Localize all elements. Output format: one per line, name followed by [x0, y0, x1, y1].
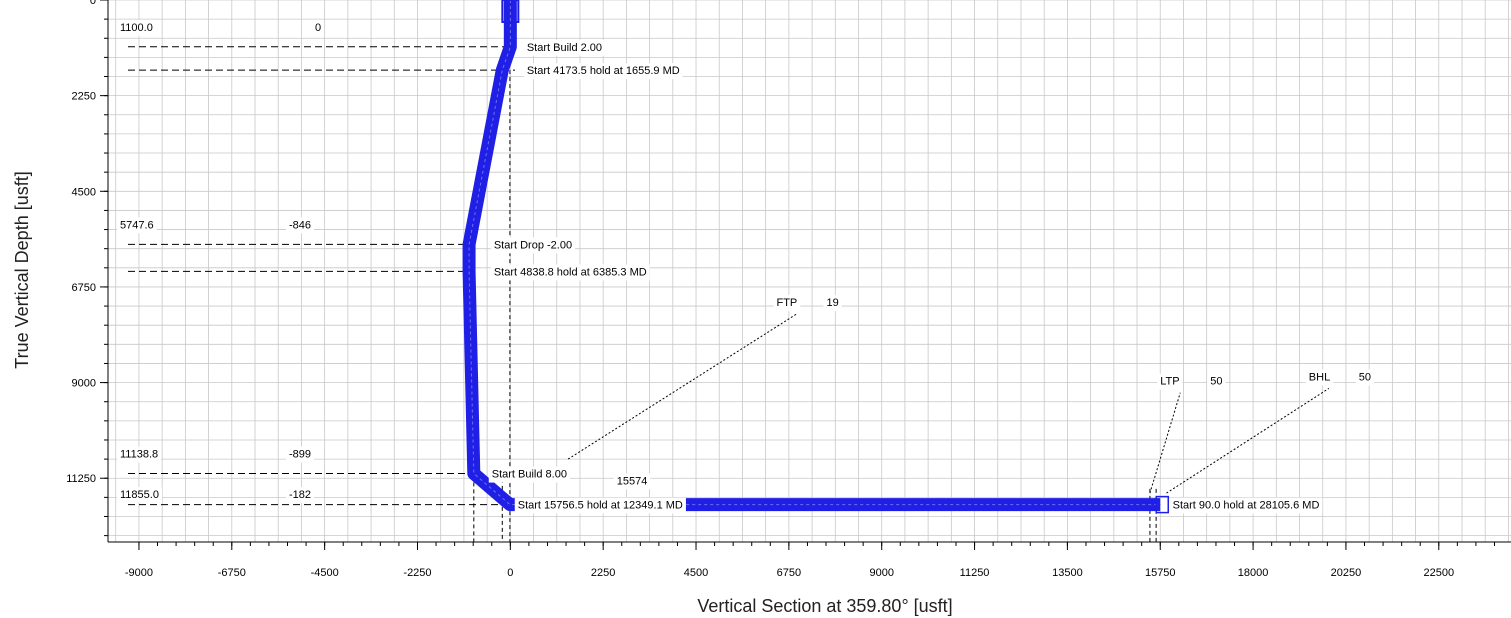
x-tick-label: 0 — [507, 567, 513, 579]
annotation-label: Start Build 2.00 — [527, 42, 602, 54]
vs-label-bg — [285, 217, 315, 234]
target-leader — [1166, 388, 1330, 494]
y-tick-label: 4500 — [72, 186, 96, 198]
grid — [108, 0, 1511, 542]
tvd-label-bg — [117, 446, 162, 463]
annotation-label-bg — [490, 264, 650, 281]
tvd-label-bg — [117, 19, 156, 36]
vs-label: -846 — [289, 219, 311, 231]
annotation-label: Start 4173.5 hold at 1655.9 MD — [527, 65, 680, 77]
y-axis-title: True Vertical Depth [usft] — [12, 171, 32, 368]
annotation-label: Start 90.0 hold at 28105.6 MD — [1173, 500, 1320, 512]
x-tick-label: 20250 — [1331, 567, 1362, 579]
depth-label: 15574 — [617, 475, 648, 487]
x-tick-label: -6750 — [218, 567, 246, 579]
x-tick-label: 15750 — [1145, 567, 1176, 579]
annotation-label-bg — [1169, 497, 1323, 514]
tvd-label-bg — [117, 217, 157, 234]
x-tick-label: 6750 — [777, 567, 801, 579]
target-leader — [567, 313, 797, 460]
target-name: LTP — [1160, 376, 1179, 388]
y-tick-label: 2250 — [72, 91, 96, 103]
x-tick-label: 18000 — [1238, 567, 1269, 579]
x-axis-title: Vertical Section at 359.80° [usft] — [697, 596, 952, 616]
y-tick-label: 9000 — [72, 378, 96, 390]
annotation-label: Start 4838.8 hold at 6385.3 MD — [494, 266, 647, 278]
target-value: 50 — [1210, 376, 1222, 388]
x-tick-label: 9000 — [869, 567, 893, 579]
vs-label: -182 — [289, 489, 311, 501]
target-name: BHL — [1309, 371, 1330, 383]
annotation-label: Start Drop -2.00 — [494, 239, 572, 251]
annotation-label-bg — [490, 237, 576, 254]
x-tick-label: 2250 — [591, 567, 615, 579]
vs-label-bg — [311, 19, 325, 36]
tvd-label: 1100.0 — [120, 22, 153, 34]
surface-marker — [501, 0, 520, 23]
x-tick-label: -4500 — [311, 567, 339, 579]
tvd-label: 5747.6 — [120, 219, 154, 231]
vs-label-bg — [285, 486, 315, 503]
target-value-bg — [1207, 373, 1226, 390]
tvd-label: 11855.0 — [120, 489, 159, 501]
annotation-label-bg — [514, 497, 686, 514]
annotation-label: Start Build 8.00 — [492, 469, 567, 481]
y-tick-label: 11250 — [66, 473, 96, 485]
target-name-bg — [1305, 369, 1334, 386]
target-value-bg — [823, 295, 842, 312]
annotation-label-bg — [488, 466, 570, 483]
x-tick-label: -9000 — [125, 567, 153, 579]
x-tick-label: 11250 — [960, 567, 990, 579]
wellbore-trace-dots — [468, 0, 1161, 506]
x-tick-label: 13500 — [1052, 567, 1083, 579]
axes: -9000 -6750 -4500 -2250 0 2250 4500 6750 9000 112… — [66, 0, 1511, 579]
x-tick-label: -2250 — [403, 567, 431, 579]
annotation-label-bg — [523, 63, 683, 80]
bhl-marker — [1155, 495, 1169, 514]
tvd-label-bg — [117, 486, 162, 503]
tvd-label: 11138.8 — [120, 449, 158, 461]
target-value-bg — [1355, 369, 1375, 386]
x-tick-label: 4500 — [684, 567, 708, 579]
target-leader — [1149, 392, 1181, 494]
vs-label-bg — [285, 446, 315, 463]
y-tick-label: 6750 — [72, 282, 96, 294]
target-name: FTP — [776, 297, 797, 309]
target-value: 19 — [826, 297, 838, 309]
target-value: 50 — [1359, 371, 1371, 383]
target-name-bg — [1157, 373, 1183, 390]
target-name-bg — [773, 295, 801, 312]
annotation-label-bg — [523, 39, 606, 56]
annotations: Start Build 2.00 Start 4173.5 hold at 165… — [117, 19, 1375, 514]
annotation-label: Start 15756.5 hold at 12349.1 MD — [518, 500, 683, 512]
x-tick-label: 22500 — [1423, 567, 1454, 579]
wellbore-path — [462, 0, 1169, 514]
y-tick-label: 0 — [90, 0, 96, 7]
vs-label: 0 — [315, 22, 321, 34]
depth-label-bg — [613, 473, 651, 490]
vs-label: -899 — [289, 449, 311, 461]
